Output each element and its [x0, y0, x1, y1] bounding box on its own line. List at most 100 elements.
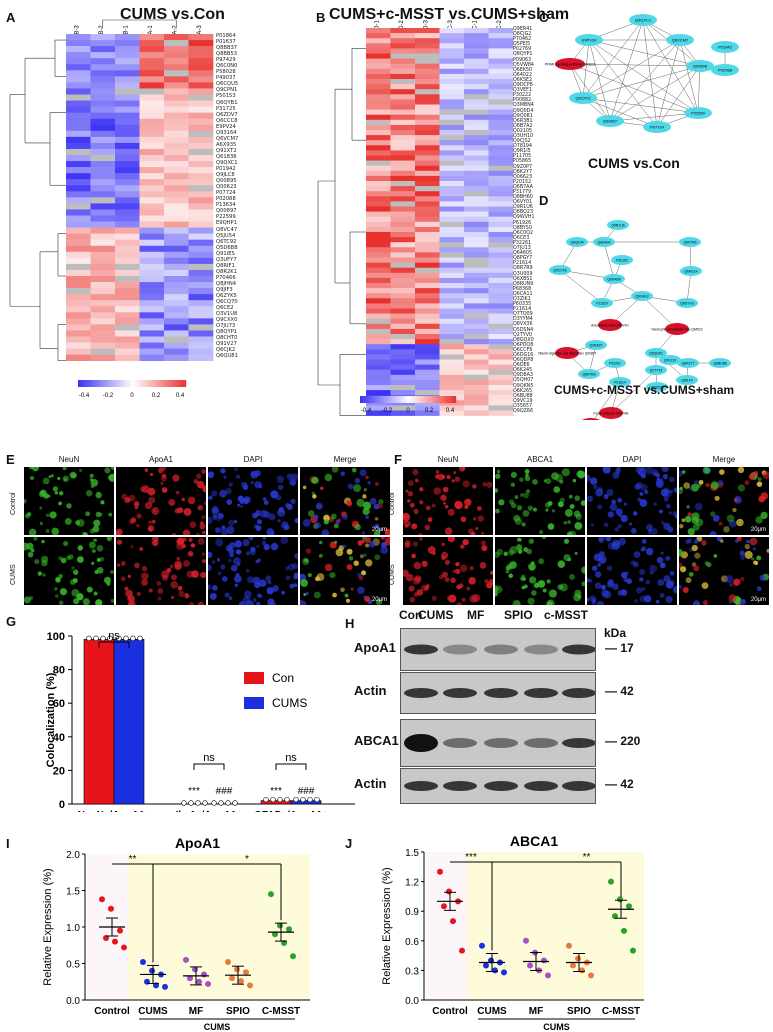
micro-image [495, 537, 585, 605]
heatmap-a-cell [90, 40, 116, 47]
heatmap-b-cell [464, 94, 489, 100]
heatmap-a-cell [115, 288, 140, 295]
network-node-label: Q91XT2 [576, 96, 592, 101]
data-point [112, 938, 118, 945]
heatmap-b-cell [439, 99, 465, 105]
heatmap-b-cell [439, 364, 465, 370]
heatmap-b-cell [488, 395, 514, 401]
row-id: Q6K245 [513, 368, 533, 374]
heatmap-a-cell [66, 288, 91, 295]
highlight-region [128, 854, 310, 1000]
heatmap-a-cell [188, 306, 214, 313]
network-node-label: Q9CCF6 [553, 268, 566, 272]
heatmap-b-cell [415, 130, 440, 136]
heatmap-a-cell [164, 245, 189, 253]
data-point [108, 905, 114, 912]
row-id: Q9DCP8 [513, 83, 533, 89]
data-point [293, 796, 299, 803]
heatmap-a-cell [66, 148, 91, 156]
data-point [211, 800, 217, 806]
heatmap-b-cell [464, 150, 489, 156]
network-edge [588, 39, 611, 122]
heatmap-b-cell [439, 318, 465, 325]
heatmap-b-cell [415, 339, 440, 345]
heatmap-a-cell [164, 336, 189, 343]
legend-swatch [372, 396, 375, 403]
heatmap-a-cell [115, 130, 140, 138]
network-node [666, 34, 694, 46]
panel-letter-g: G [6, 614, 17, 629]
data-point [527, 962, 533, 969]
row-id: Q3ZIK1 [513, 296, 531, 302]
row-id: P31725 [216, 105, 236, 112]
heatmap-b-cell [488, 145, 514, 151]
heatmap-b-cell [439, 288, 465, 294]
network-edge [582, 19, 644, 99]
row-id: Q91XT2 [216, 147, 237, 154]
heatmap-a-cell [115, 348, 140, 355]
legend-swatch [87, 380, 89, 387]
heatmap-b-cell [390, 165, 416, 172]
data-point [99, 896, 105, 903]
heatmap-b-cell [415, 405, 440, 411]
network-node-label: Q00897 [603, 119, 618, 124]
heatmap-b-cell [464, 400, 489, 406]
heatmap-b-cell [415, 410, 440, 416]
network-node-label: E9PV24 [582, 38, 597, 43]
heatmap-b-cell [488, 252, 514, 258]
legend-swatch [392, 396, 394, 403]
heatmap-a-cell [139, 318, 165, 325]
heatmap-a-cell [139, 82, 165, 89]
row-id: Q6DG16 [513, 353, 534, 358]
heatmap-b-cell [439, 94, 465, 100]
data-point [243, 969, 249, 976]
heatmap-b-cell [439, 262, 465, 268]
row-id: P01864 [216, 33, 236, 39]
heatmap-b-cell [415, 354, 440, 360]
heatmap-a-cell [164, 330, 189, 337]
heatmap-b-cell [366, 390, 391, 396]
legend-swatch [451, 396, 453, 403]
y-tick-label: 0.3 [405, 966, 419, 977]
group-label: CUMS [204, 1022, 231, 1032]
legend-swatch [117, 380, 120, 387]
legend-swatch [83, 380, 86, 387]
heatmap-b-cell [366, 262, 391, 268]
heatmap-b-cell [439, 155, 465, 161]
data-point [196, 978, 202, 985]
heatmap-b-cell [439, 298, 465, 304]
heatmap-b-cell [464, 79, 489, 85]
row-id: E9QHP1 [216, 220, 237, 227]
row-id: Q8BB53 [216, 51, 238, 58]
network-edge [641, 295, 678, 330]
highlight-region [467, 852, 644, 1000]
heatmap-a-cell [188, 227, 214, 234]
row-id: D3YYM4 [513, 317, 533, 323]
heatmap-b-col-label: C-2 [497, 20, 503, 30]
network-node-label: P32261 [609, 361, 621, 365]
heatmap-b-cell [488, 405, 514, 411]
heatmap-a-cell [66, 251, 91, 259]
heatmap-b-cell [464, 175, 489, 182]
heatmap-b-cell [390, 283, 416, 289]
heatmap-b-cell [366, 145, 391, 151]
heatmap-a-cell [139, 276, 165, 283]
heatmap-a-cell [115, 324, 140, 331]
heatmap-b-cell [464, 405, 489, 411]
heatmap-b-cell [390, 150, 416, 156]
heatmap-a-cell [115, 70, 140, 77]
heatmap-b-cell [464, 410, 489, 416]
row-id: Q9QXC1 [216, 159, 238, 166]
heatmap-a-cell [188, 155, 214, 162]
heatmap-b-cell [415, 211, 440, 217]
data-point [307, 796, 313, 803]
row-id: P61926 [513, 220, 532, 226]
heatmap-b-cell [488, 359, 514, 365]
heatmap-a-cell [90, 70, 116, 77]
heatmap-b-cell [415, 206, 440, 212]
heatmap-b-cell [390, 379, 416, 386]
heatmap-b-cell [439, 344, 465, 350]
heatmap-b-cell [464, 232, 489, 238]
panel-letter-d: D [539, 193, 549, 208]
heatmap-b-cell [439, 63, 465, 70]
